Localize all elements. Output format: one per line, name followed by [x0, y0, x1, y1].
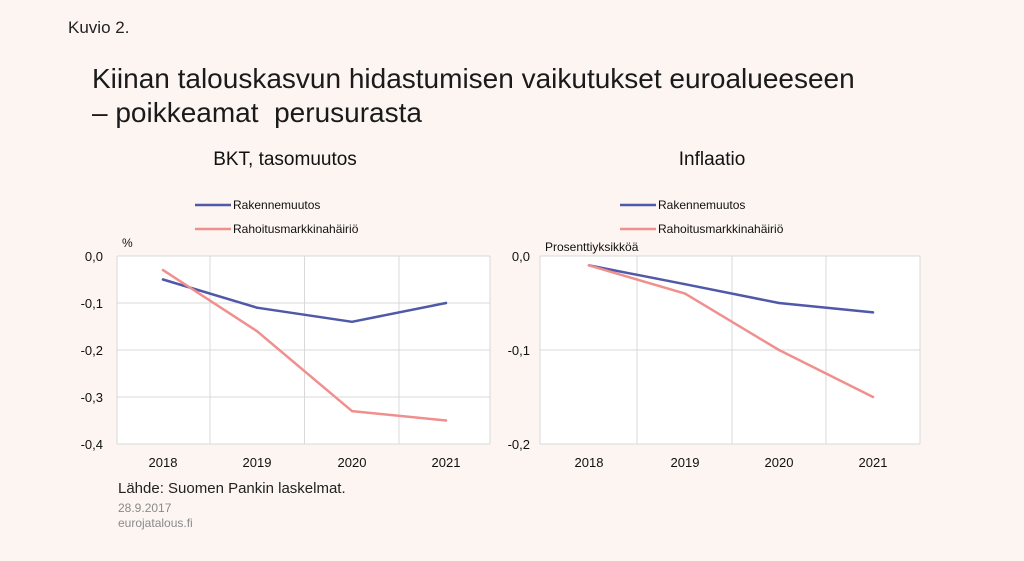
- x-tick-label: 2020: [338, 455, 367, 470]
- data-point: [444, 301, 448, 305]
- figure-label: Kuvio 2.: [68, 18, 130, 37]
- figure-title-line-1: Kiinan talouskasvun hidastumisen vaikutu…: [92, 63, 855, 94]
- unit-label: Prosenttiyksikköä: [545, 240, 639, 254]
- x-tick-label: 2019: [243, 455, 272, 470]
- legend-label: Rahoitusmarkkinahäiriö: [233, 222, 359, 236]
- chart-title: Inflaatio: [679, 149, 746, 170]
- y-tick-label: 0,0: [512, 249, 530, 264]
- data-point: [444, 419, 448, 422]
- y-tick-label: 0,0: [85, 249, 103, 264]
- legend-label: Rahoitusmarkkinahäiriö: [658, 222, 784, 236]
- data-point: [255, 330, 259, 333]
- data-point: [683, 292, 687, 295]
- chart-title: BKT, tasomuutos: [213, 149, 357, 170]
- figure-title-line-2: – poikkeamat perusurasta: [92, 97, 422, 128]
- data-point: [161, 278, 165, 281]
- data-point: [255, 306, 259, 309]
- x-tick-label: 2021: [432, 455, 461, 470]
- data-point: [350, 409, 354, 413]
- data-point: [683, 283, 687, 286]
- unit-label: %: [122, 236, 133, 250]
- y-tick-label: -0,2: [81, 343, 103, 358]
- x-tick-label: 2019: [671, 455, 700, 470]
- figure-title: Kiinan talouskasvun hidastumisen vaikutu…: [92, 62, 972, 130]
- data-point: [777, 348, 781, 352]
- legend-label: Rakennemuutos: [658, 198, 745, 212]
- x-tick-label: 2018: [149, 455, 178, 470]
- series-line-rakennemuutos: [587, 264, 875, 314]
- legend-label: Rakennemuutos: [233, 198, 320, 212]
- x-tick-label: 2020: [765, 455, 794, 470]
- data-point: [871, 311, 875, 314]
- x-tick-label: 2018: [575, 455, 604, 470]
- source-note: Lähde: Suomen Pankin laskelmat.: [118, 480, 346, 497]
- y-tick-label: -0,3: [81, 390, 103, 405]
- data-point: [350, 320, 354, 323]
- date-note: 28.9.2017: [118, 501, 172, 515]
- site-note: eurojatalous.fi: [118, 516, 193, 530]
- series-line-rahoitusmarkkinahairio: [161, 268, 448, 422]
- y-tick-label: -0,1: [508, 343, 530, 358]
- y-tick-label: -0,4: [81, 437, 103, 452]
- y-tick-label: -0,2: [508, 437, 530, 452]
- x-tick-label: 2021: [859, 455, 888, 470]
- data-point: [587, 264, 591, 267]
- data-point: [161, 268, 165, 272]
- series-line-rakennemuutos: [161, 278, 448, 324]
- data-point: [777, 301, 781, 305]
- data-point: [871, 395, 875, 399]
- series-line-rahoitusmarkkinahairio: [587, 264, 875, 399]
- y-tick-label: -0,1: [81, 296, 103, 311]
